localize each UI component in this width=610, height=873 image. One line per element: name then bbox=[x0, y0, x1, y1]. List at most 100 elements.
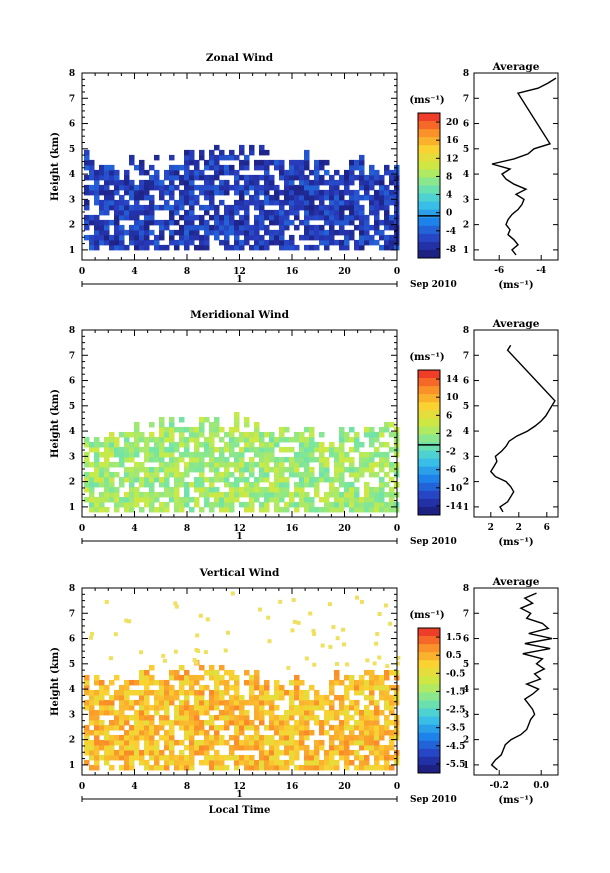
heatmap-cell bbox=[124, 734, 130, 741]
heatmap-cell bbox=[379, 441, 385, 448]
colorbar-tick-label: 10 bbox=[446, 393, 459, 403]
heatmap-cell bbox=[249, 431, 255, 438]
y-axis-label: Height (km) bbox=[50, 647, 61, 716]
heatmap-cell bbox=[339, 426, 345, 433]
heatmap-cell bbox=[344, 754, 350, 761]
heatmap-cell bbox=[154, 234, 160, 241]
heatmap-cell bbox=[284, 481, 290, 488]
heatmap-cell bbox=[184, 214, 190, 221]
colorbar-swatch bbox=[418, 386, 440, 395]
heatmap-cell bbox=[169, 194, 175, 201]
heatmap-cell bbox=[284, 719, 290, 726]
heatmap-cell bbox=[304, 224, 310, 231]
heatmap-cell bbox=[369, 719, 375, 726]
heatmap-cell bbox=[104, 724, 110, 731]
heatmap-cell bbox=[209, 491, 215, 498]
heatmap-cell bbox=[385, 664, 390, 669]
heatmap-cell bbox=[269, 159, 275, 166]
heatmap-cell bbox=[219, 179, 225, 186]
heatmap-cell bbox=[239, 184, 245, 191]
heatmap-cell bbox=[359, 496, 365, 503]
heatmap-cell bbox=[319, 764, 325, 771]
heatmap-cell bbox=[189, 179, 195, 186]
heatmap-cell bbox=[324, 456, 330, 463]
heatmap-cell bbox=[289, 466, 295, 473]
heatmap-cell bbox=[369, 491, 375, 498]
heatmap-cell bbox=[299, 491, 305, 498]
heatmap-cell bbox=[164, 759, 170, 766]
heatmap-cell bbox=[314, 164, 320, 171]
heatmap-cell bbox=[244, 669, 250, 676]
heatmap-cell bbox=[384, 674, 390, 681]
colorbar-tick-label: -4 bbox=[446, 227, 456, 237]
heatmap-cell bbox=[339, 709, 345, 716]
heatmap-cell bbox=[184, 461, 190, 468]
heatmap-cell bbox=[84, 456, 90, 463]
profile-title: Average bbox=[492, 576, 540, 588]
heatmap-cell bbox=[94, 734, 100, 741]
heatmap-cell bbox=[314, 179, 320, 186]
heatmap-cell bbox=[154, 496, 160, 503]
heatmap-cell bbox=[384, 724, 390, 731]
heatmap-cell bbox=[129, 466, 135, 473]
heatmap-cell bbox=[149, 209, 155, 216]
heatmap-cell bbox=[299, 431, 305, 438]
heatmap-cell bbox=[314, 486, 320, 493]
profile-line bbox=[489, 344, 556, 513]
heatmap-cell bbox=[304, 729, 310, 736]
heatmap-cell bbox=[214, 699, 220, 706]
heatmap-cell bbox=[164, 491, 170, 498]
heatmap-cell bbox=[274, 689, 280, 696]
heatmap-cell bbox=[239, 471, 245, 478]
heatmap-cell bbox=[359, 719, 365, 726]
heatmap-cell bbox=[254, 694, 260, 701]
heatmap-cell bbox=[244, 506, 250, 513]
heatmap-cell bbox=[369, 174, 375, 181]
profile-y-tick-label: 3 bbox=[463, 195, 469, 205]
heatmap-cell bbox=[264, 759, 270, 766]
heatmap-cell bbox=[299, 501, 305, 508]
heatmap-cell bbox=[161, 653, 166, 658]
heatmap-cell bbox=[149, 431, 155, 438]
heatmap-cell bbox=[344, 709, 350, 716]
heatmap-cell bbox=[344, 714, 350, 721]
heatmap-cell bbox=[324, 749, 330, 756]
heatmap-cell bbox=[119, 184, 125, 191]
heatmap-cell bbox=[119, 461, 125, 468]
heatmap-cell bbox=[219, 239, 225, 246]
heatmap-cell bbox=[149, 471, 155, 478]
heatmap-cell bbox=[99, 229, 105, 236]
heatmap-cell bbox=[189, 154, 195, 161]
heatmap-cell bbox=[219, 491, 225, 498]
heatmap-cell bbox=[189, 481, 195, 488]
heatmap-cell bbox=[164, 719, 170, 726]
heatmap-cell bbox=[339, 174, 345, 181]
heatmap-cell bbox=[299, 729, 305, 736]
heatmap-cell bbox=[194, 714, 200, 721]
heatmap-cell bbox=[259, 204, 265, 211]
heatmap-cell bbox=[199, 431, 205, 438]
heatmap-cell bbox=[144, 729, 150, 736]
heatmap-cell bbox=[374, 461, 380, 468]
heatmap-cell bbox=[114, 491, 120, 498]
heatmap-cell bbox=[269, 199, 275, 206]
heatmap-cell bbox=[354, 754, 360, 761]
heatmap-cell bbox=[124, 496, 130, 503]
heatmap-cell bbox=[244, 481, 250, 488]
heatmap-cell bbox=[294, 169, 300, 176]
heatmap-cell bbox=[229, 714, 235, 721]
heatmap-cell bbox=[289, 446, 295, 453]
heatmap-cell bbox=[104, 179, 110, 186]
heatmap-cell bbox=[289, 174, 295, 181]
heatmap-cell bbox=[149, 754, 155, 761]
heatmap-cell bbox=[219, 501, 225, 508]
heatmap-cell bbox=[159, 426, 165, 433]
x-tick-label: 8 bbox=[184, 782, 190, 792]
heatmap-cell bbox=[339, 179, 345, 186]
heatmap-cell bbox=[139, 164, 145, 171]
heatmap-cell bbox=[144, 699, 150, 706]
heatmap-cell bbox=[304, 471, 310, 478]
heatmap-cell bbox=[219, 506, 225, 513]
heatmap-cell bbox=[139, 209, 145, 216]
heatmap-cell bbox=[319, 496, 325, 503]
